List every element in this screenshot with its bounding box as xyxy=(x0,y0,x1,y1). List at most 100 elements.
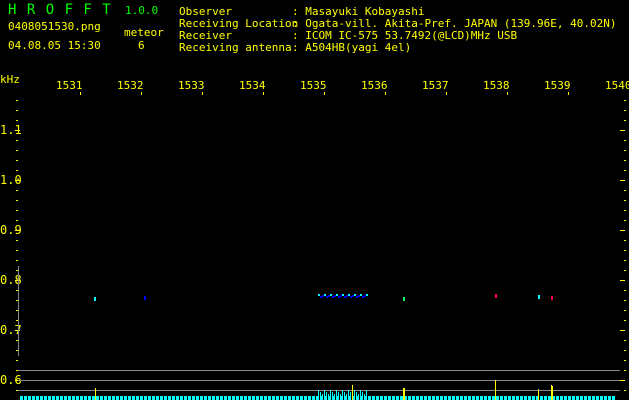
histogram-bar xyxy=(300,396,303,400)
histogram-bar xyxy=(596,396,599,400)
y-tick-mark xyxy=(15,380,20,381)
x-unit-label: kHz xyxy=(0,73,20,86)
histogram-bar xyxy=(504,396,507,400)
x-tick-label: 1531 xyxy=(56,79,83,92)
meteor-count: 6 xyxy=(138,39,145,52)
histogram-bar xyxy=(180,396,183,400)
histogram-bar xyxy=(196,396,199,400)
histogram-bar xyxy=(516,396,519,400)
y-tick-mark xyxy=(16,390,18,391)
y-tick-mark xyxy=(15,230,20,231)
receiver-value: : ICOM IC-575 53.7492(@LCD)MHz USB xyxy=(292,29,518,42)
y-tick-mark xyxy=(16,310,18,311)
histogram-bar xyxy=(358,394,359,400)
observer-value: : Masayuki Kobayashi xyxy=(292,5,425,18)
y-tick-label: 1.1 xyxy=(0,123,22,137)
histogram-bar xyxy=(296,396,299,400)
histogram-bar xyxy=(332,396,335,400)
histogram-bar xyxy=(396,396,399,400)
histogram-bar xyxy=(60,396,63,400)
x-tick-mark xyxy=(568,92,569,95)
meteor-echo xyxy=(326,296,328,298)
y-tick-mark xyxy=(624,270,626,271)
histogram-bar xyxy=(324,396,327,400)
histogram-bar xyxy=(88,396,91,400)
histogram-bar xyxy=(236,396,239,400)
histogram-bar xyxy=(240,396,243,400)
meteor-echo xyxy=(336,294,338,296)
x-tick-mark xyxy=(385,92,386,95)
histogram-bar xyxy=(318,390,319,400)
meteor-echo xyxy=(350,296,352,298)
histogram-bar xyxy=(512,396,515,400)
meteor-echo xyxy=(328,295,330,297)
histogram-bar xyxy=(292,396,295,400)
meteor-marker xyxy=(404,388,405,400)
histogram-bar xyxy=(256,396,259,400)
y-tick-mark xyxy=(16,240,18,241)
y-tick-mark xyxy=(16,260,18,261)
meteor-echo xyxy=(538,295,540,299)
y-tick-mark xyxy=(16,150,18,151)
histogram-bar xyxy=(320,396,323,400)
histogram-bar xyxy=(362,392,363,400)
meteor-echo xyxy=(360,294,362,296)
histogram-bar xyxy=(248,396,251,400)
histogram-bar xyxy=(144,396,147,400)
histogram-bar xyxy=(580,396,583,400)
histogram-bar xyxy=(456,396,459,400)
histogram-bar xyxy=(400,396,403,400)
meteor-echo xyxy=(348,294,350,296)
histogram-bar xyxy=(364,396,367,400)
y-tick-mark xyxy=(16,200,18,201)
histogram-bar xyxy=(604,396,607,400)
histogram-bar xyxy=(172,396,175,400)
histogram-bar xyxy=(608,396,611,400)
histogram-bar xyxy=(480,396,483,400)
x-tick-label: 1536 xyxy=(361,79,388,92)
histogram-bar xyxy=(348,390,349,400)
histogram-bar xyxy=(560,396,563,400)
y-tick-mark xyxy=(620,330,625,331)
histogram-bar xyxy=(28,396,31,400)
histogram-bar xyxy=(508,396,511,400)
histogram-bar xyxy=(332,392,333,400)
observer-label: Observer xyxy=(179,5,232,18)
y-tick-mark xyxy=(15,280,20,281)
meteor-echo xyxy=(94,297,96,301)
meteor-echo xyxy=(144,296,146,300)
meteor-label: meteor xyxy=(124,26,164,39)
y-tick-mark xyxy=(624,340,626,341)
y-tick-mark xyxy=(624,390,626,391)
histogram-bar xyxy=(408,396,411,400)
histogram-bar xyxy=(36,396,39,400)
histogram-bar xyxy=(346,394,347,400)
y-tick-mark xyxy=(620,280,625,281)
histogram-bar xyxy=(68,396,71,400)
meteor-marker xyxy=(552,386,553,400)
histogram-bar xyxy=(532,396,535,400)
histogram-bar xyxy=(484,396,487,400)
y-tick-mark xyxy=(624,350,626,351)
y-tick-mark xyxy=(624,310,626,311)
file-name: 0408051530.png xyxy=(8,20,101,33)
histogram-bar xyxy=(460,396,463,400)
histogram-bar xyxy=(520,396,523,400)
histogram-bar xyxy=(528,396,531,400)
histogram-bar xyxy=(356,396,359,400)
histogram-bar xyxy=(80,396,83,400)
meteor-marker xyxy=(538,389,539,400)
histogram-bar xyxy=(376,396,379,400)
histogram-bar xyxy=(228,396,231,400)
x-tick-label: 1537 xyxy=(422,79,449,92)
meteor-echo xyxy=(342,294,344,296)
y-tick-mark xyxy=(16,270,18,271)
histogram-bar xyxy=(328,394,329,400)
divider-line xyxy=(18,380,620,381)
y-tick-mark xyxy=(624,210,626,211)
histogram-bar xyxy=(372,396,375,400)
histogram-bar xyxy=(334,394,335,400)
x-tick-label: 1538 xyxy=(483,79,510,92)
meteor-echo xyxy=(403,297,405,301)
